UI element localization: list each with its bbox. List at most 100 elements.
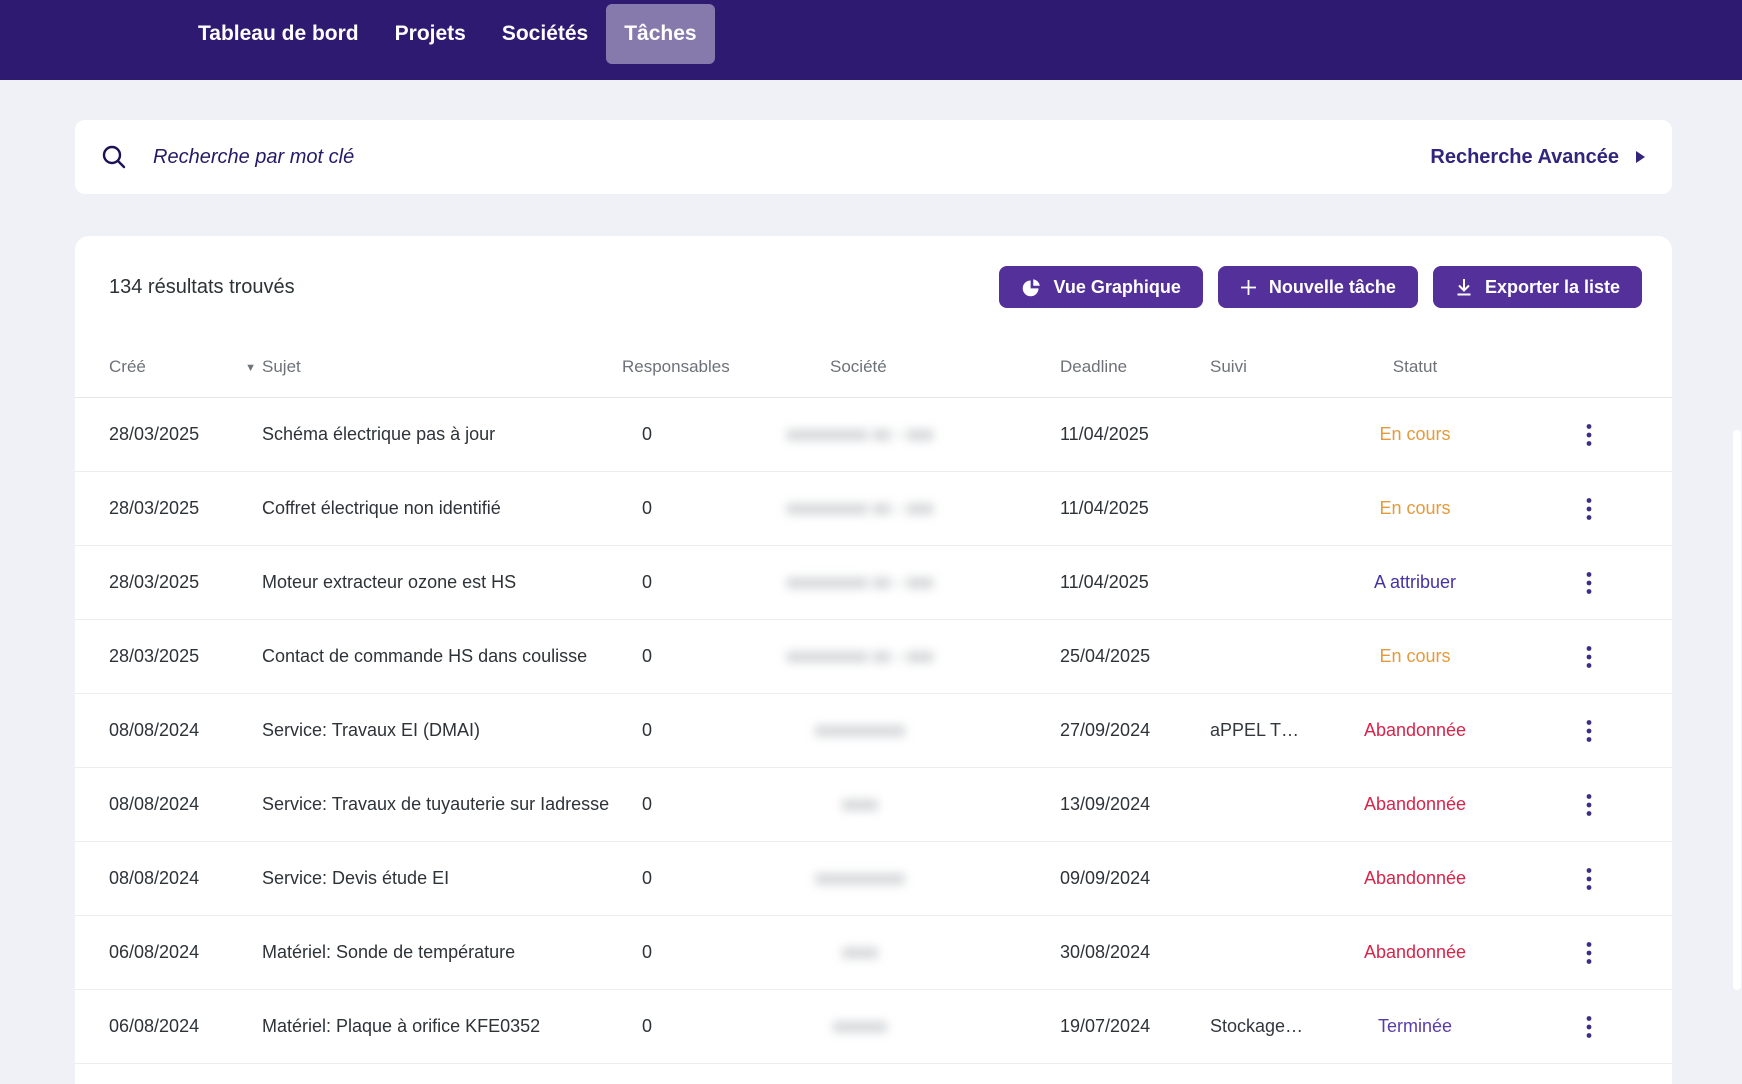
row-actions-menu-icon[interactable] [1576,565,1602,601]
sort-caret-icon: ▼ [245,362,256,374]
new-task-button[interactable]: Nouvelle tâche [1217,266,1418,308]
row-actions-menu-icon[interactable] [1576,1009,1602,1045]
cell-created-date: 28/03/2025 [109,424,200,444]
cell-subject: Service: Devis étude EI [262,868,450,888]
cell-responsables-count: 0 [642,868,653,888]
export-list-label: Exporter la liste [1484,276,1620,297]
cell-created-date: 08/08/2024 [109,868,200,888]
cell-company-redacted: xxxxxxxxx xx - xxx [786,572,934,592]
table-header: Créé ▼ Sujet Responsables Société Deadli… [75,308,1672,398]
status-badge: Abandonnée [1363,794,1467,814]
row-actions-menu-icon[interactable] [1576,935,1602,971]
download-icon [1455,278,1473,297]
row-actions-menu-icon[interactable] [1576,861,1602,897]
nav-item-tableau-de-bord[interactable]: Tableau de bord [198,22,359,45]
table-row[interactable]: 08/08/2024 Service: Travaux de tuyauteri… [75,768,1672,842]
cell-company-redacted: xxxxxxxxxx [815,868,905,888]
cell-created-date: 06/08/2024 [109,942,200,962]
cell-created-date: 28/03/2025 [109,498,200,518]
row-actions-menu-icon[interactable] [1576,787,1602,823]
plus-icon [1240,279,1257,296]
cell-followup: aPPEL T… [1210,720,1300,740]
cell-deadline: 25/04/2025 [1060,646,1151,666]
cell-company-redacted: xxxxxxxxx xx - xxx [786,424,934,444]
cell-responsables-count: 0 [642,720,653,740]
cell-created-date: 08/08/2024 [109,794,200,814]
status-badge: En cours [1379,498,1451,518]
cell-subject: Matériel: Plaque à orifice KFE0352 [262,1016,541,1036]
cell-subject: Service: Travaux de tuyauterie sur Iadre… [262,794,610,814]
status-badge: Terminée [1377,1016,1453,1036]
cell-subject: Moteur extracteur ozone est HS [262,572,517,592]
table-row[interactable]: 08/08/2024 Service: Devis étude EI 0 xxx… [75,842,1672,916]
advanced-search-label: Recherche Avancée [1430,145,1619,168]
cell-responsables-count: 0 [642,498,653,518]
table-row[interactable]: 28/03/2025 Moteur extracteur ozone est H… [75,546,1672,620]
cell-responsables-count: 0 [642,794,653,814]
column-header-sujet: Sujet [262,357,301,376]
table-row[interactable]: 28/03/2025 Coffret électrique non identi… [75,472,1672,546]
cell-deadline: 30/08/2024 [1060,942,1151,962]
row-actions-menu-icon[interactable] [1576,713,1602,749]
cell-deadline: 09/09/2024 [1060,868,1151,888]
cell-created-date: 08/08/2024 [109,720,200,740]
column-header-responsables: Responsables [622,357,730,376]
table-row[interactable]: 08/08/2024 Service: Travaux EI (DMAI) 0 … [75,694,1672,768]
results-card: 134 résultats trouvés Vue Graphique [75,236,1672,1084]
table-row[interactable]: 28/03/2025 Contact de commande HS dans c… [75,620,1672,694]
toolbar: Vue Graphique Nouvelle tâche [998,266,1642,308]
status-badge: En cours [1379,424,1451,444]
advanced-search-toggle[interactable]: Recherche Avancée [1430,146,1646,169]
column-label-cree: Créé [109,357,146,376]
table-body: 28/03/2025 Schéma électrique pas à jour … [75,398,1672,1064]
cell-responsables-count: 0 [642,572,653,592]
new-task-label: Nouvelle tâche [1268,276,1396,297]
cell-subject: Service: Travaux EI (DMAI) [262,720,481,740]
table-row[interactable]: 06/08/2024 Matériel: Plaque à orifice KF… [75,990,1672,1064]
nav-item-societes[interactable]: Sociétés [501,22,589,45]
table-row[interactable]: 06/08/2024 Matériel: Sonde de températur… [75,916,1672,990]
cell-deadline: 19/07/2024 [1060,1016,1151,1036]
status-badge: Abandonnée [1363,942,1467,962]
column-header-suivi: Suivi [1210,357,1247,376]
cell-subject: Schéma électrique pas à jour [262,424,496,444]
pie-chart-icon [1021,277,1042,298]
search-icon [101,144,127,170]
main-nav: Tableau de bord Projets Sociétés Tâches [180,4,715,64]
cell-responsables-count: 0 [642,424,653,444]
nav-item-projets[interactable]: Projets [394,22,466,45]
cell-created-date: 06/08/2024 [109,1016,200,1036]
row-actions-menu-icon[interactable] [1576,491,1602,527]
cell-followup: Stockage… [1210,1016,1304,1036]
cell-company-redacted: xxxxxxxxxx [815,720,905,740]
column-header-cree[interactable]: Créé ▼ [109,357,262,397]
results-count: 134 résultats trouvés [109,275,295,298]
cell-company-redacted: xxxxxx [833,1016,887,1036]
cell-subject: Matériel: Sonde de température [262,942,516,962]
cell-responsables-count: 0 [642,1016,653,1036]
status-badge: En cours [1379,646,1451,666]
table-row[interactable]: 28/03/2025 Schéma électrique pas à jour … [75,398,1672,472]
page-scrollbar-thumb[interactable] [1733,430,1741,990]
cell-subject: Coffret électrique non identifié [262,498,501,518]
export-list-button[interactable]: Exporter la liste [1432,266,1642,308]
top-navbar: Tableau de bord Projets Sociétés Tâches [0,0,1742,80]
row-actions-menu-icon[interactable] [1576,639,1602,675]
graph-view-label: Vue Graphique [1053,276,1181,297]
status-badge: Abandonnée [1363,868,1467,888]
cell-company-redacted: xxxxxxxxx xx - xxx [786,646,934,666]
row-actions-menu-icon[interactable] [1576,417,1602,453]
cell-created-date: 28/03/2025 [109,572,200,592]
graph-view-button[interactable]: Vue Graphique [998,266,1203,308]
cell-company-redacted: xxxx [842,794,878,814]
cell-company-redacted: xxxx [842,942,878,962]
cell-deadline: 11/04/2025 [1060,498,1149,518]
search-bar: Recherche Avancée [75,120,1672,194]
status-badge: A attribuer [1373,572,1457,592]
status-badge: Abandonnée [1363,720,1467,740]
search-input[interactable] [153,145,1431,169]
nav-item-taches[interactable]: Tâches [606,4,715,64]
cell-deadline: 11/04/2025 [1060,572,1149,592]
cell-company-redacted: xxxxxxxxx xx - xxx [786,498,934,518]
cell-subject: Contact de commande HS dans coulisse [262,646,588,666]
